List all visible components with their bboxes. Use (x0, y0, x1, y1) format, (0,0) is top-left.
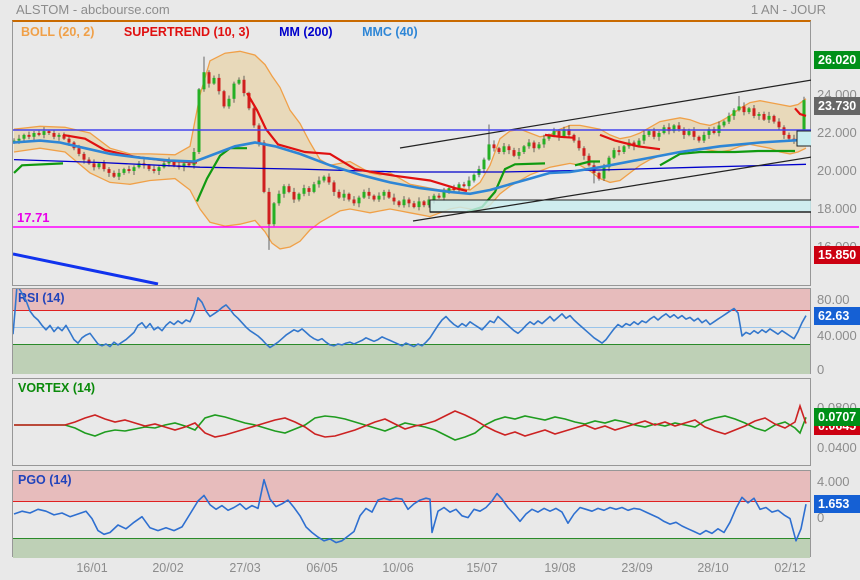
legend-supertrend: SUPERTREND (10, 3) (123, 25, 250, 39)
x-axis-label: 06/05 (306, 561, 338, 575)
x-axis-label: 10/06 (382, 561, 414, 575)
rsi-oversold-band (13, 344, 810, 374)
price-min-badge: 15.850 (814, 246, 860, 264)
x-axis-label: 16/01 (76, 561, 108, 575)
x-axis-label: 02/12 (774, 561, 806, 575)
y-tick-label: 4.000 (817, 474, 850, 489)
magenta-line-label: 17.71 (17, 210, 50, 225)
indicator-legend: BOLL (20, 2) SUPERTREND (10, 3) MM (200)… (21, 25, 444, 39)
vortex-plus-badge: 0.0707 (814, 408, 860, 426)
y-tick-label: 40.000 (817, 328, 857, 343)
rsi-panel[interactable]: RSI (14) (12, 288, 811, 374)
legend-mmc40: MMC (40) (362, 25, 418, 39)
page-title: ALSTOM - abcbourse.com (16, 2, 170, 17)
legend-boll: BOLL (20, 2) (21, 25, 95, 39)
y-tick-label: 20.000 (817, 163, 857, 178)
pgo-panel[interactable]: PGO (14) (12, 470, 811, 558)
pgo-value-badge: 1.653 (814, 495, 860, 513)
rsi-label: RSI (14) (18, 291, 65, 305)
pgo-upper-band (13, 471, 810, 502)
rsi-overbought-band (13, 289, 810, 311)
rsi-value-badge: 62.63 (814, 307, 860, 325)
x-axis-label: 23/09 (621, 561, 653, 575)
y-tick-label: 0 (817, 510, 825, 525)
vortex-label: VORTEX (14) (18, 381, 96, 395)
y-tick-label: 0.0400 (817, 440, 857, 455)
pgo-lower-band (13, 538, 810, 558)
vortex-panel[interactable]: VORTEX (14) (12, 378, 811, 466)
rsi-mid-line (13, 327, 810, 328)
x-axis-label: 20/02 (152, 561, 184, 575)
price-max-badge: 26.020 (814, 51, 860, 69)
pgo-label: PGO (14) (18, 473, 72, 487)
price-panel[interactable]: BOLL (20, 2) SUPERTREND (10, 3) MM (200)… (12, 20, 811, 286)
y-tick-label: 22.000 (817, 125, 857, 140)
x-axis-label: 28/10 (697, 561, 729, 575)
x-axis-label: 15/07 (466, 561, 498, 575)
legend-mm200: MM (200) (279, 25, 333, 39)
y-tick-label: 18.000 (817, 201, 857, 216)
y-tick-label: 0 (817, 362, 825, 377)
timeframe-label: 1 AN - JOUR (750, 2, 826, 17)
y-tick-label: 80.00 (817, 292, 850, 307)
x-axis-label: 19/08 (544, 561, 576, 575)
price-last-badge: 23.730 (814, 97, 860, 115)
x-axis-label: 27/03 (229, 561, 261, 575)
